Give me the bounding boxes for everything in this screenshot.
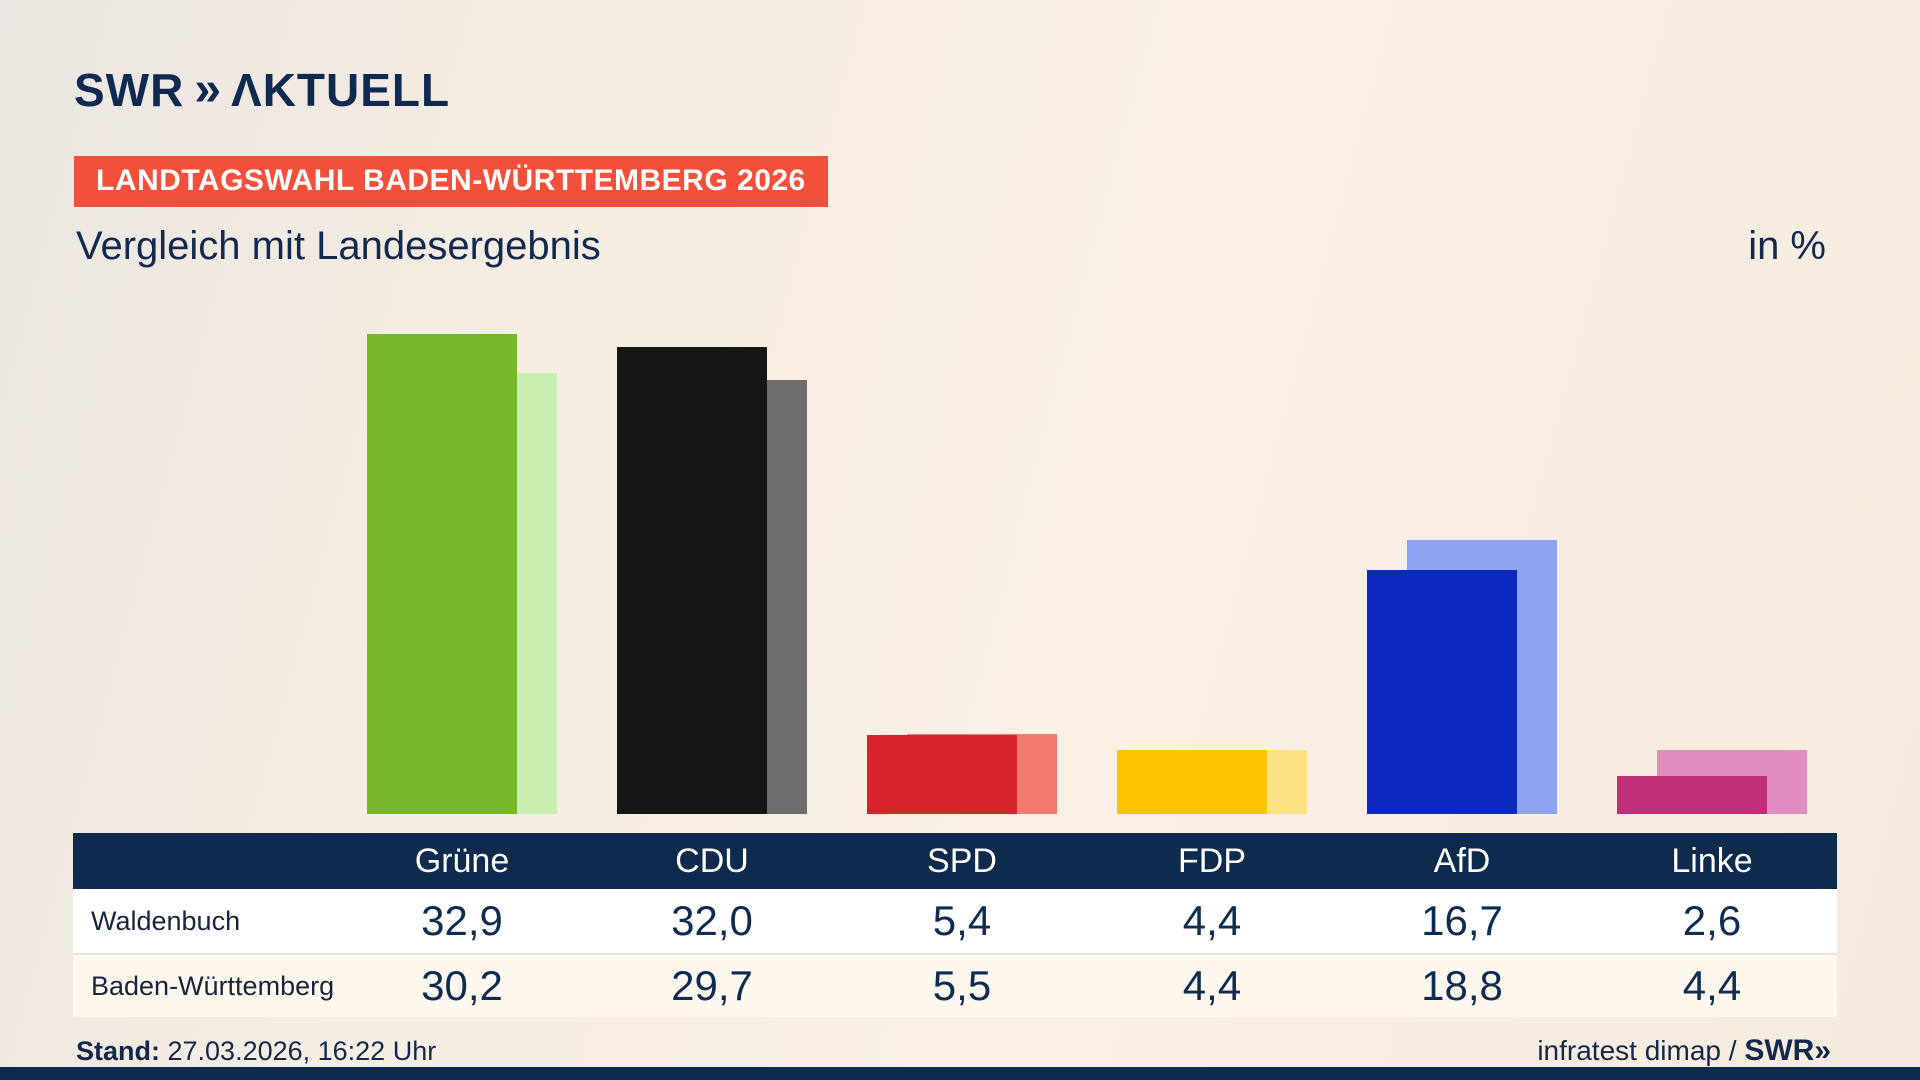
column-header-cdu: CDU	[675, 841, 749, 880]
column-header-linke: Linke	[1671, 841, 1753, 880]
bar-afd-local	[1367, 570, 1517, 814]
unit-label: in %	[1748, 224, 1826, 268]
double-chevron-icon: »	[1814, 1034, 1831, 1067]
column-header-spd: SPD	[927, 841, 997, 880]
bar-linke-local	[1617, 776, 1767, 814]
chart-title: Vergleich mit Landesergebnis	[76, 224, 601, 268]
value-cell: 32,0	[671, 897, 753, 944]
bar-cdu-local	[617, 347, 767, 814]
swr-aktuell-logo: SWR » ΛKTUELL	[74, 62, 450, 117]
bar-grüne-local	[367, 334, 517, 814]
table-header-row: Grüne CDU SPD FDP AfD Linke	[73, 833, 1837, 889]
column-header-gruene: Grüne	[414, 841, 510, 880]
value-cell: 4,4	[1182, 897, 1242, 944]
bottom-bar	[0, 1067, 1920, 1080]
swr-wordmark: SWR	[74, 63, 185, 116]
value-cell: 2,6	[1682, 897, 1742, 944]
table-row-baden-wuerttemberg: Baden-Württemberg 30,2 29,7 5,5 4,4 18,8…	[73, 953, 1837, 1017]
bar-group-spd	[867, 254, 1057, 814]
election-badge: LANDTAGSWAHL BADEN-WÜRTTEMBERG 2026	[74, 156, 828, 207]
value-cell: 16,7	[1421, 897, 1503, 944]
source-text: infratest dimap /	[1537, 1035, 1745, 1066]
value-cell: 29,7	[671, 962, 753, 1009]
stand-label: Stand:	[76, 1036, 160, 1066]
bar-group-fdp	[1117, 254, 1307, 814]
bar-group-afd	[1367, 254, 1557, 814]
value-cell: 4,4	[1182, 962, 1242, 1009]
source-credit: infratest dimap / SWR»	[1537, 1034, 1831, 1068]
bar-group-cdu	[617, 254, 807, 814]
value-cell: 5,4	[932, 897, 992, 944]
value-cell: 18,8	[1421, 962, 1503, 1009]
swr-logo-small: SWR	[1744, 1034, 1815, 1067]
bar-group-grüne	[367, 254, 557, 814]
value-cell: 30,2	[421, 962, 503, 1009]
stand-value: 27.03.2026, 16:22 Uhr	[160, 1036, 437, 1066]
aktuell-wordmark: ΛKTUELL	[231, 63, 451, 116]
bar-group-linke	[1617, 254, 1807, 814]
row-label: Waldenbuch	[91, 905, 241, 936]
row-label: Baden-Württemberg	[91, 970, 335, 1001]
table-row-waldenbuch: Waldenbuch 32,9 32,0 5,4 4,4 16,7 2,6	[73, 889, 1837, 953]
column-header-afd: AfD	[1433, 841, 1491, 880]
value-cell: 5,5	[932, 962, 992, 1009]
value-cell: 32,9	[421, 897, 503, 944]
results-table: Grüne CDU SPD FDP AfD Linke Waldenbuch 3…	[73, 833, 1837, 1017]
bar-fdp-local	[1117, 750, 1267, 814]
value-cell: 4,4	[1682, 962, 1742, 1009]
timestamp: Stand: 27.03.2026, 16:22 Uhr	[76, 1036, 436, 1067]
column-header-fdp: FDP	[1178, 841, 1246, 880]
bar-spd-local	[867, 735, 1017, 814]
